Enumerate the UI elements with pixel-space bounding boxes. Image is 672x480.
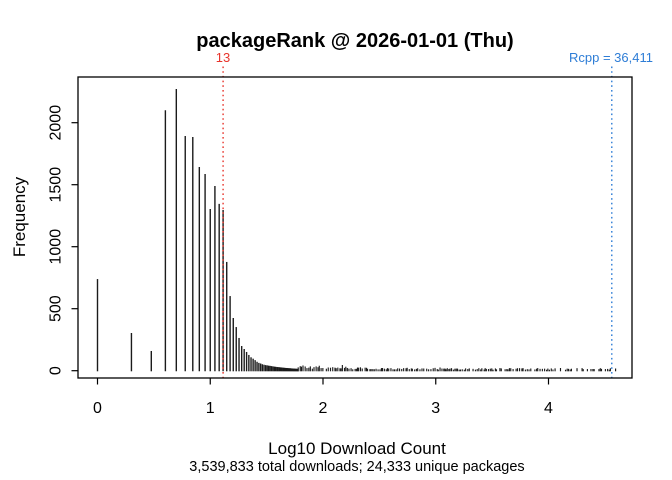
- x-tick-label: 0: [93, 400, 102, 417]
- x-tick-label: 1: [206, 400, 215, 417]
- x-tick-label: 3: [431, 400, 440, 417]
- y-tick-label: 500: [48, 295, 65, 322]
- y-tick-label: 1500: [48, 167, 65, 203]
- y-tick-label: 0: [48, 366, 65, 375]
- rank-annotation-label: 13: [215, 50, 231, 65]
- plot-box: [77, 76, 633, 379]
- y-tick-label: 1000: [48, 229, 65, 265]
- x-axis-subtitle: 3,539,833 total downloads; 24,333 unique…: [189, 459, 525, 475]
- chart-title: packageRank @ 2026-01-01 (Thu): [196, 30, 514, 52]
- rcpp-annotation-label: Rcpp = 36,411: [569, 50, 653, 65]
- y-tick-label: 2000: [48, 105, 65, 141]
- y-axis-title: Frequency: [10, 176, 29, 258]
- x-axis-title: Log10 Download Count: [268, 439, 446, 458]
- x-tick-label: 2: [319, 400, 328, 417]
- x-tick-label: 4: [544, 400, 553, 417]
